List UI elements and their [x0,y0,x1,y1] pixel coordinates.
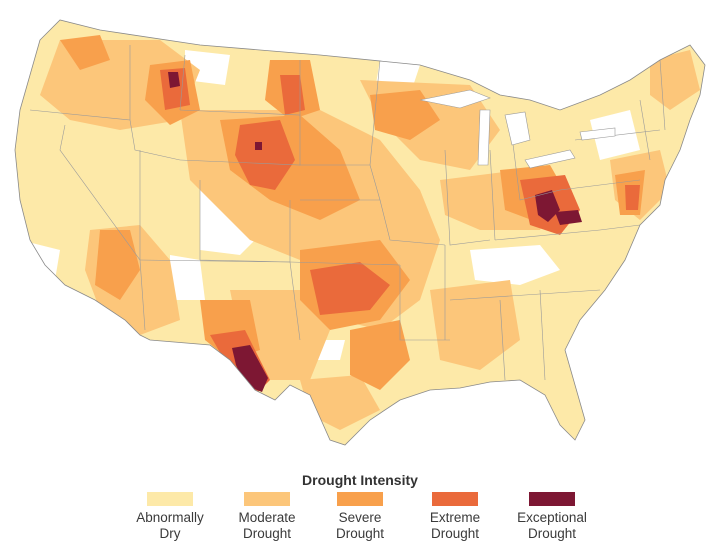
legend-label: Extreme Drought [429,510,481,541]
drought-areas [15,20,705,445]
legend-label: Abnormally Dry [136,510,204,541]
great-lakes [419,89,616,169]
legend-label: Severe Drought [335,510,385,541]
exceptional-drought-region [555,210,582,225]
lake-ontario [579,127,616,141]
extreme-drought-region [280,75,305,115]
moderate-drought-region [300,375,380,430]
exceptional-drought-region [535,190,560,222]
lake-erie [524,149,576,169]
severe-drought-region [350,320,410,390]
us-outline [14,19,706,446]
lake-michigan [477,109,491,166]
severe-drought-region [370,90,440,140]
legend-swatch [529,492,575,506]
legend-item: Severe Drought [305,492,415,542]
extreme-drought-region [625,185,640,210]
legend-label: Moderate Drought [238,510,296,541]
exceptional-drought-region [168,72,180,88]
extreme-drought-region [310,262,390,315]
severe-drought-region [95,230,140,300]
legend-title: Drought Intensity [302,472,418,488]
legend: Drought Intensity Abnormally Dry Moderate… [0,466,720,547]
legend-item: Extreme Drought [400,492,510,542]
drought-map [14,19,706,446]
extreme-drought-region [160,68,190,110]
legend-swatch [432,492,478,506]
legend-item: Abnormally Dry [115,492,225,542]
exceptional-drought-region [255,142,262,150]
exceptional-drought-region [232,345,268,392]
legend-swatch [337,492,383,506]
no-drought-region [470,245,560,285]
no-drought-region [170,255,205,300]
legend-swatch [147,492,193,506]
moderate-drought-region [430,280,520,370]
legend-item: Moderate Drought [212,492,322,542]
lake-superior [419,89,491,109]
lake-huron [504,111,531,146]
legend-item: Exceptional Drought [497,492,607,542]
state-boundaries [29,45,666,381]
extreme-drought-region [235,120,295,190]
legend-swatch [244,492,290,506]
legend-label: Exceptional Drought [517,510,587,541]
severe-drought-region [60,35,110,70]
